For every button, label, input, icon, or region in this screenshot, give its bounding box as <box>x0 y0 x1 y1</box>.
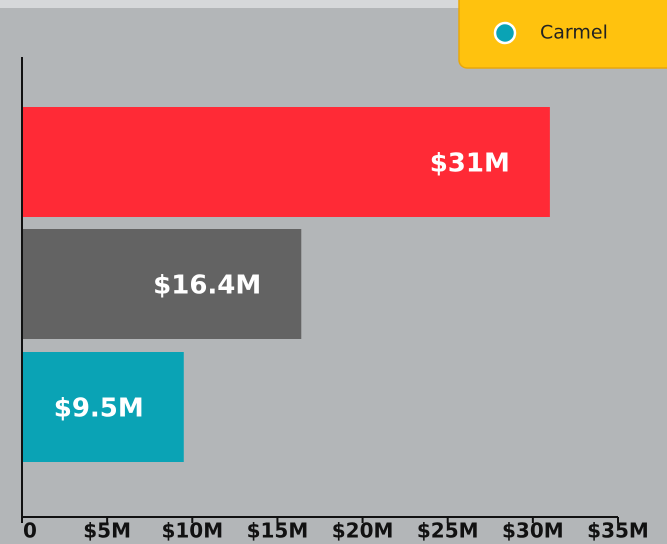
legend-box <box>458 0 667 69</box>
x-tick-label: $5M <box>83 519 131 543</box>
x-tick-label: $30M <box>502 519 564 543</box>
data-label: $9.5M <box>54 394 144 424</box>
top-strip <box>0 0 667 8</box>
x-tick-label: $15M <box>247 519 309 543</box>
x-tick-label: 0 <box>23 519 37 543</box>
legend-swatch <box>493 21 517 45</box>
data-label: $31M <box>430 149 510 179</box>
bar <box>22 352 184 462</box>
x-tick-label: $20M <box>332 519 394 543</box>
x-tick-label: $10M <box>161 519 223 543</box>
data-label: $16.4M <box>153 271 261 301</box>
bar <box>22 107 550 217</box>
x-tick-label: $35M <box>587 519 649 543</box>
legend-label: Carmel <box>540 22 608 44</box>
x-tick-label: $25M <box>417 519 479 543</box>
bar <box>22 229 302 339</box>
